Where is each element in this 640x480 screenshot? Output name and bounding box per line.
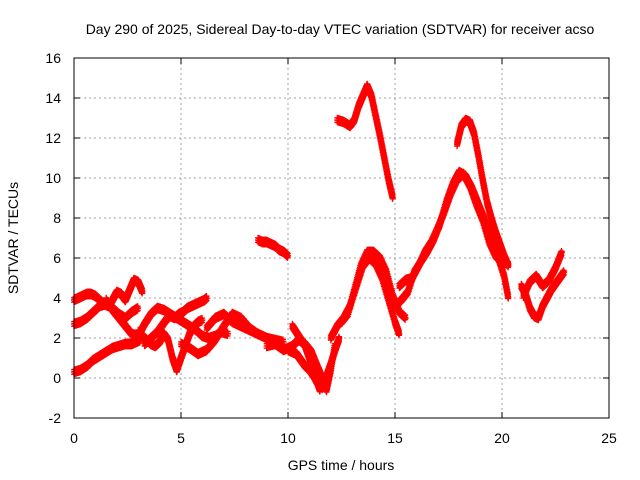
y-tick-label: -2 — [49, 410, 62, 426]
x-tick-label: 5 — [177, 430, 185, 446]
series-track-rising-0-3 — [71, 334, 144, 378]
y-tick-label: 8 — [53, 210, 61, 226]
x-tick-label: 20 — [494, 430, 510, 446]
x-tick-label: 10 — [280, 430, 296, 446]
y-tick-label: 4 — [53, 290, 61, 306]
x-tick-label: 0 — [70, 430, 78, 446]
y-tick-label: 12 — [45, 130, 61, 146]
data-layer — [71, 80, 568, 396]
y-tick-label: 2 — [53, 330, 61, 346]
grid-layer — [74, 58, 609, 418]
y-tick-label: 16 — [45, 50, 61, 66]
chart-title: Day 290 of 2025, Sidereal Day-to-day VTE… — [86, 21, 595, 37]
tick-layer: 0 5 10 15 20 25 -2 0 2 4 6 8 10 12 14 16 — [45, 50, 617, 446]
y-tick-label: 10 — [45, 170, 61, 186]
y-tick-label: 14 — [45, 90, 61, 106]
y-tick-label: 0 — [53, 370, 61, 386]
y-tick-label: 6 — [53, 250, 61, 266]
x-tick-label: 15 — [387, 430, 403, 446]
x-tick-label: 25 — [601, 430, 617, 446]
